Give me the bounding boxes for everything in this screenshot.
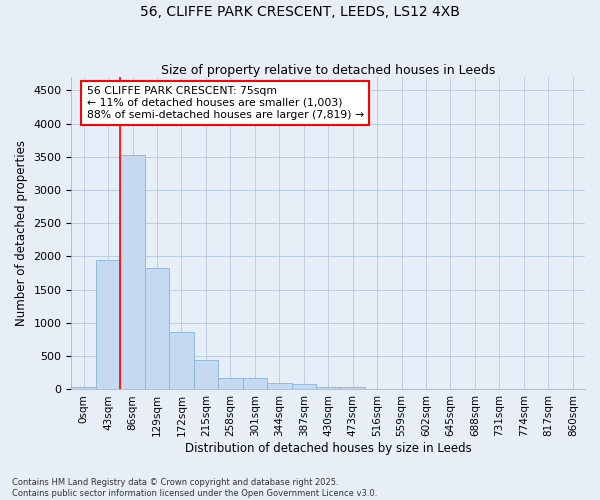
- Bar: [71, 388, 96, 390]
- X-axis label: Distribution of detached houses by size in Leeds: Distribution of detached houses by size …: [185, 442, 472, 455]
- Bar: [145, 268, 169, 390]
- Bar: [121, 155, 145, 390]
- Bar: [169, 332, 194, 390]
- Bar: [96, 260, 121, 390]
- Y-axis label: Number of detached properties: Number of detached properties: [15, 140, 28, 326]
- Title: Size of property relative to detached houses in Leeds: Size of property relative to detached ho…: [161, 64, 496, 77]
- Bar: [340, 388, 365, 390]
- Bar: [194, 360, 218, 390]
- Bar: [292, 384, 316, 390]
- Text: 56 CLIFFE PARK CRESCENT: 75sqm
← 11% of detached houses are smaller (1,003)
88% : 56 CLIFFE PARK CRESCENT: 75sqm ← 11% of …: [87, 86, 364, 120]
- Text: Contains HM Land Registry data © Crown copyright and database right 2025.
Contai: Contains HM Land Registry data © Crown c…: [12, 478, 377, 498]
- Bar: [267, 384, 292, 390]
- Bar: [218, 378, 242, 390]
- Text: 56, CLIFFE PARK CRESCENT, LEEDS, LS12 4XB: 56, CLIFFE PARK CRESCENT, LEEDS, LS12 4X…: [140, 5, 460, 19]
- Bar: [242, 378, 267, 390]
- Bar: [316, 387, 340, 390]
